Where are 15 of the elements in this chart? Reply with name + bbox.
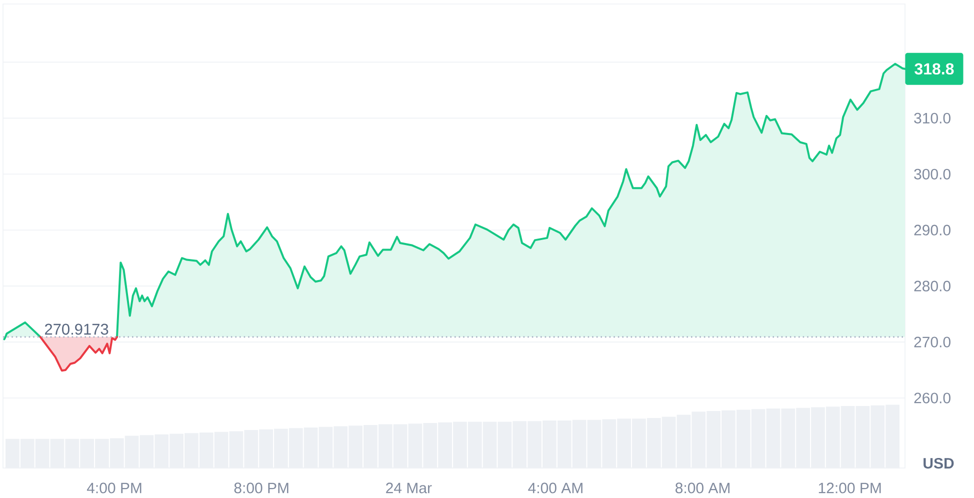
x-tick-label: 4:00 PM bbox=[86, 482, 142, 494]
x-tick-label: 4:00 AM bbox=[528, 482, 582, 494]
y-axis-title: USD bbox=[924, 458, 954, 469]
x-tick-label: 24 Mar bbox=[386, 482, 432, 494]
ref-line-label: 270.9173 bbox=[44, 324, 108, 335]
x-tick-label: 8:00 AM bbox=[676, 482, 730, 494]
y-tick-label: 310.0 bbox=[914, 112, 950, 124]
y-tick-label: 300.0 bbox=[914, 168, 950, 180]
x-tick-label: 12:00 PM bbox=[818, 482, 881, 494]
y-tick-label: 280.0 bbox=[914, 280, 950, 292]
y-tick-label: 270.0 bbox=[914, 336, 950, 348]
annotation: 318.8 bbox=[914, 63, 954, 75]
x-tick-label: 8:00 PM bbox=[234, 482, 288, 494]
y-tick-label: 260.0 bbox=[914, 392, 950, 404]
y-tick-label: 290.0 bbox=[914, 224, 950, 236]
